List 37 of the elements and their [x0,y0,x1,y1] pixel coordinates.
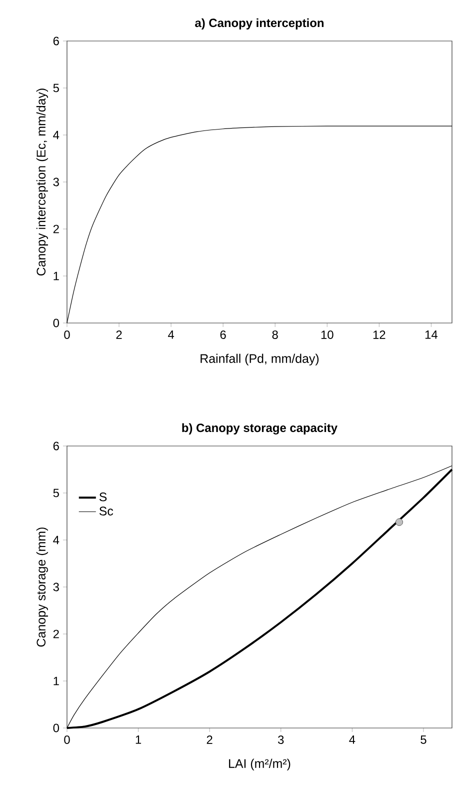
y-tick-label: 5 [53,84,59,92]
x-tick-label: 4 [349,736,356,744]
x-tick-label: 3 [278,736,284,744]
y-tick-label: 0 [53,318,60,328]
y-tick-label: 3 [53,178,59,186]
x-axis-title: Rainfall (Pd, mm/day) [200,354,319,366]
x-tick-label: 6 [220,330,226,339]
x-tick-label: 4 [168,330,174,339]
y-tick-label: 5 [53,488,59,498]
x-tick-label: 8 [272,330,278,339]
x-tick-label: 10 [321,330,334,339]
y-tick-label: 3 [53,582,59,592]
y-tick-label: 1 [54,676,59,686]
y-axis-title: Canopy interception (Ec, mm/day) [36,88,48,276]
legend-label: S [99,492,107,502]
x-tick-label: 5 [420,736,426,744]
x-tick-label: 1 [136,736,142,744]
chart-title: b) Canopy storage capacity [182,423,338,434]
y-axis-title: Canopy storage (mm) [36,528,48,647]
y-tick-label: 4 [53,536,60,544]
y-tick-label: 1 [54,272,59,280]
chart-title: a) Canopy interception [195,18,324,30]
x-tick-label: 12 [373,330,386,339]
x-tick-label: 14 [425,330,438,339]
y-tick-label: 0 [53,724,60,732]
x-axis-title: LAI (m²/m²) [229,758,290,770]
legend-label: Sc [99,506,114,516]
x-tick-label: 0 [64,736,70,744]
y-tick-label: 2 [53,224,59,234]
y-tick-label: 4 [53,130,60,140]
y-tick-label: 6 [53,442,59,450]
y-tick-label: 2 [53,630,59,638]
x-tick-label: 2 [206,736,212,744]
y-tick-label: 6 [53,36,59,46]
line-series [66,126,452,324]
x-tick-label: 2 [116,330,122,339]
x-tick-label: 0 [64,330,70,339]
